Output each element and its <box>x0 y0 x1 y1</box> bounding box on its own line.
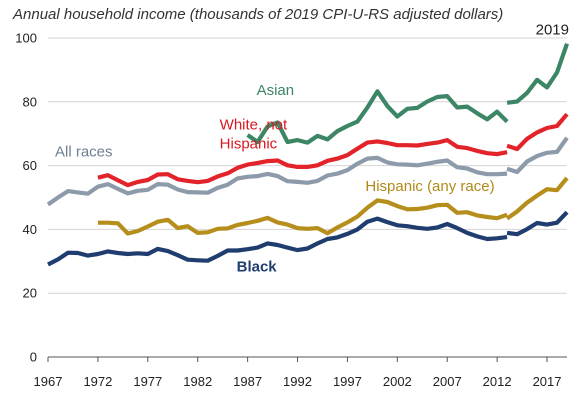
x-tick-label: 1982 <box>183 374 212 389</box>
x-tick-label: 2002 <box>383 374 412 389</box>
series-line-all-races <box>46 155 508 207</box>
series-asian <box>246 43 569 145</box>
series-label-asian: Asian <box>257 82 295 99</box>
series-line-asian <box>246 89 509 145</box>
x-tick-label: 2017 <box>533 374 562 389</box>
x-tick-label: 2012 <box>483 374 512 389</box>
y-tick-label: 0 <box>30 350 37 365</box>
x-tick-label: 1967 <box>34 374 63 389</box>
y-tick-label: 80 <box>23 94 37 109</box>
series-line-white-not-hispanic <box>97 138 508 188</box>
series-hispanic-any-race <box>97 176 569 236</box>
series-label-white-not-hispanic: White, not <box>220 117 288 134</box>
series-line-white-not-hispanic <box>506 112 569 152</box>
x-tick-label: 1992 <box>283 374 312 389</box>
series-label-hispanic-any-race: Hispanic (any race) <box>365 178 494 195</box>
series-label-black: Black <box>237 259 278 276</box>
y-tick-label: 60 <box>23 158 37 173</box>
x-tick-label: 1997 <box>333 374 362 389</box>
x-tick-label: 1987 <box>233 374 262 389</box>
series-line-black <box>506 210 569 237</box>
series-line-all-races <box>506 136 569 175</box>
series-black <box>47 210 569 267</box>
series-lines <box>46 43 569 267</box>
x-tick-label: 1972 <box>83 374 112 389</box>
x-tick-label: 2007 <box>433 374 462 389</box>
series-label-white-not-hispanic: Hispanic <box>220 136 278 153</box>
series-all-races <box>46 136 569 207</box>
chart-title: Annual household income (thousands of 20… <box>12 6 503 23</box>
series-line-hispanic-any-race <box>505 176 569 221</box>
series-labels: All races White, not Hispanic Asian Hispanic… <box>55 21 569 275</box>
x-tick-label: 1977 <box>133 374 162 389</box>
end-year-annotation: 2019 <box>536 21 569 38</box>
axes: 0 20 40 60 80 100 1967 1972 1977 1982 1987 1992 1997… <box>15 31 567 389</box>
series-label-all-races: All races <box>55 144 113 161</box>
series-line-black <box>47 216 508 267</box>
y-tick-label: 40 <box>23 222 37 237</box>
series-line-asian <box>506 43 569 105</box>
y-tick-label: 100 <box>15 31 37 46</box>
series-white-not-hispanic <box>97 112 569 188</box>
y-tick-label: 20 <box>23 286 37 301</box>
series-line-hispanic-any-race <box>97 198 508 236</box>
